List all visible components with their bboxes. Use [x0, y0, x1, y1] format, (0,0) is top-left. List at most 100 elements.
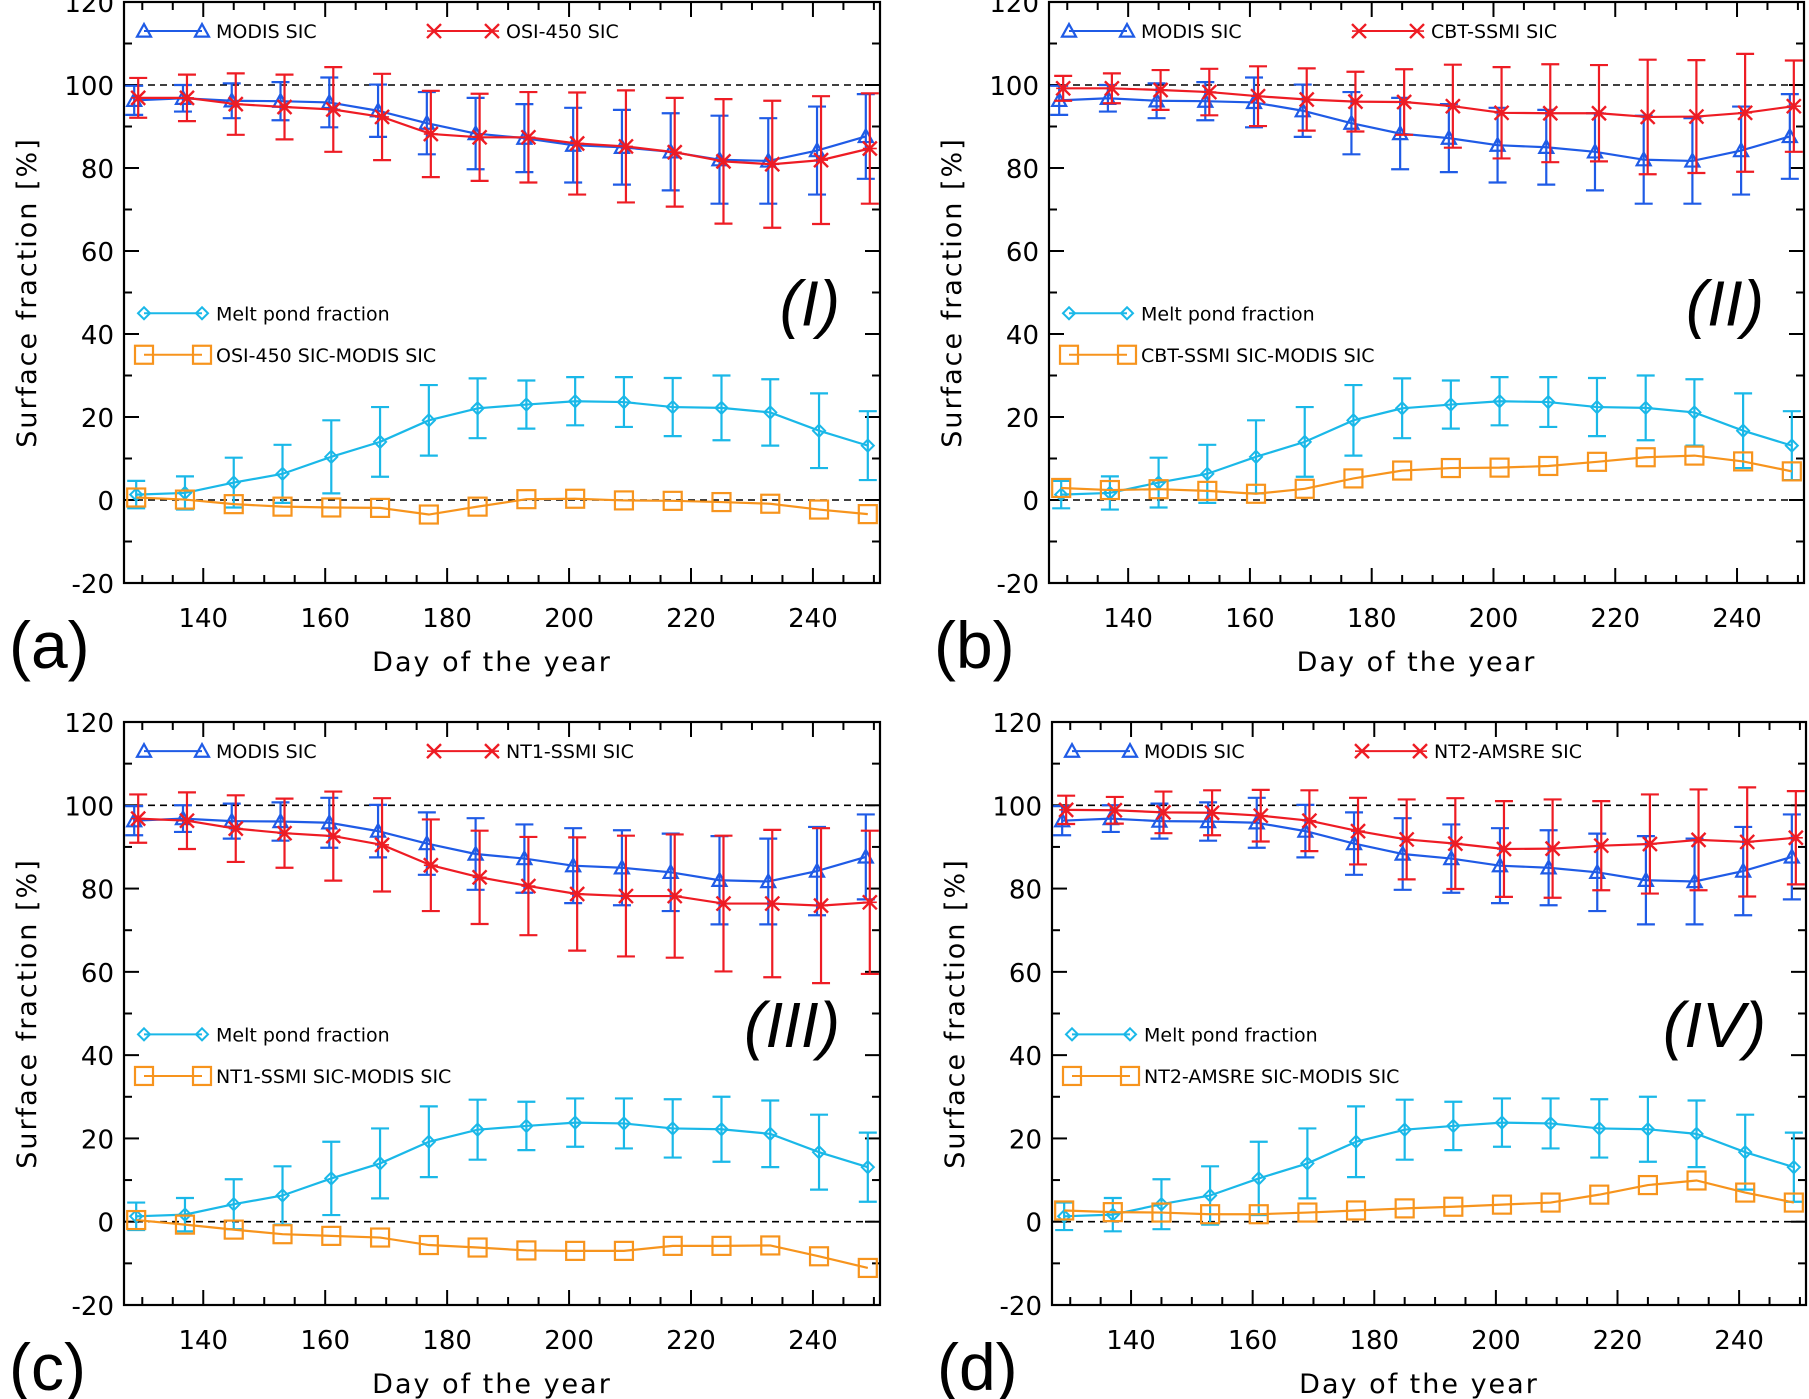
data-point-difference [516, 1240, 537, 1261]
legend-marker [194, 1026, 210, 1042]
data-point-difference [321, 1225, 342, 1246]
error-bar-meltpond [858, 410, 877, 482]
data-point-meltpond [1053, 487, 1069, 503]
data-point-product [1445, 98, 1461, 115]
error-bar-meltpond [322, 1140, 341, 1217]
data-point-product [813, 897, 829, 914]
series-line-meltpond [1064, 1121, 1795, 1218]
data-point-meltpond [1443, 397, 1459, 412]
data-point-product [569, 886, 586, 902]
y-tick-label: 20 [1006, 404, 1039, 434]
y-tick-label: -20 [72, 570, 114, 600]
error-bar-modis [369, 83, 388, 138]
y-tick-label: 80 [81, 155, 114, 185]
y-tick-label: 120 [989, 0, 1039, 19]
data-point-meltpond [1397, 1122, 1413, 1138]
panel-label: (b) [934, 608, 1015, 682]
data-point-product [520, 129, 537, 146]
data-point-difference [565, 1240, 586, 1261]
series-line-difference [136, 1218, 869, 1270]
data-point-difference [1054, 1200, 1075, 1221]
error-bar-meltpond [1395, 1098, 1414, 1161]
data-point-difference [613, 490, 635, 511]
data-point-difference [1684, 445, 1705, 466]
legend-marker [1351, 23, 1367, 39]
error-bar-meltpond [1492, 1097, 1511, 1148]
data-point-product [374, 836, 390, 853]
error-bar-modis [1782, 813, 1801, 901]
panel-d: -20 0 20 40 60 80 100 120 140 160 180 200 220 240 Day … [937, 709, 1808, 1399]
error-bar-modis [1732, 105, 1751, 196]
data-point-difference [1635, 447, 1656, 468]
plot-frame [1047, 0, 1806, 585]
error-bar-meltpond [273, 443, 292, 505]
error-bar-meltpond [419, 1105, 438, 1179]
error-bar-meltpond [566, 376, 585, 427]
series-line-modis [1062, 817, 1793, 883]
data-point-product [1739, 834, 1756, 850]
legend-label: MODIS SIC [216, 21, 317, 43]
data-point-product [1204, 804, 1220, 821]
panel-roman-numeral: (I) [780, 268, 840, 340]
data-point-product [1737, 104, 1753, 121]
error-bar-meltpond [810, 1113, 829, 1191]
data-point-meltpond [323, 449, 339, 465]
y-tick-label: 20 [81, 404, 114, 434]
plot-frame [1050, 720, 1808, 1307]
error-bar-meltpond [517, 1100, 536, 1152]
data-point-product [1398, 831, 1415, 848]
panel-roman-numeral: (II) [1686, 268, 1764, 340]
data-point-product [1496, 841, 1512, 857]
error-bar-meltpond [1198, 443, 1217, 505]
series-difference [126, 1209, 878, 1279]
y-axis-title: Surface fraction [%] [940, 858, 971, 1168]
y-tick-label: 20 [1009, 1125, 1042, 1155]
error-bar-modis [856, 813, 875, 901]
series-line-product [1066, 808, 1796, 851]
data-point-meltpond [1346, 412, 1361, 428]
data-point-product [1350, 823, 1366, 839]
error-bar-meltpond [1590, 1098, 1609, 1159]
data-point-product [1688, 108, 1705, 125]
data-point-difference [711, 1235, 732, 1256]
error-bar-meltpond [761, 1099, 780, 1169]
data-point-meltpond [714, 1121, 729, 1137]
legend-marker [194, 305, 210, 321]
legend-marker [135, 21, 153, 38]
data-point-product [715, 153, 732, 170]
data-point-product [276, 99, 293, 115]
legend-item: NT1-SSMI SIC [426, 741, 634, 763]
y-tick-label: 80 [1006, 155, 1039, 185]
legend: MODIS SIC NT2-AMSRE SIC Melt pond fraction… [1061, 741, 1582, 1088]
y-tick-label: 0 [97, 487, 114, 517]
series-line-meltpond [1061, 400, 1793, 496]
legend-label: MODIS SIC [216, 741, 317, 763]
data-point-meltpond [1494, 1115, 1510, 1131]
data-point-meltpond [665, 1121, 681, 1136]
legend-label: MODIS SIC [1144, 741, 1245, 763]
error-bar-meltpond [1344, 383, 1363, 457]
y-tick-label: 120 [992, 709, 1042, 739]
error-bar-meltpond [712, 1095, 731, 1163]
x-tick-label: 240 [788, 1326, 838, 1356]
data-point-meltpond [1299, 1156, 1315, 1171]
data-point-difference [613, 1240, 635, 1261]
data-point-meltpond [518, 1118, 534, 1134]
legend-label: Melt pond fraction [216, 1024, 390, 1046]
error-bar-meltpond [468, 377, 487, 440]
data-point-difference [223, 1219, 244, 1240]
y-tick-label: 100 [64, 792, 114, 822]
error-bar-meltpond [127, 479, 146, 510]
x-tick-label: 140 [1106, 1326, 1156, 1356]
data-point-difference [1440, 457, 1461, 479]
data-point-difference [1297, 1202, 1318, 1223]
y-tick-label: 0 [1025, 1209, 1042, 1239]
series-modis [1053, 796, 1801, 926]
data-point-difference [1345, 1200, 1367, 1221]
data-point-difference [126, 487, 147, 508]
series-difference [126, 487, 878, 525]
data-point-meltpond [860, 438, 876, 454]
data-point-difference [1637, 1174, 1659, 1196]
data-point-meltpond [1543, 1116, 1559, 1131]
